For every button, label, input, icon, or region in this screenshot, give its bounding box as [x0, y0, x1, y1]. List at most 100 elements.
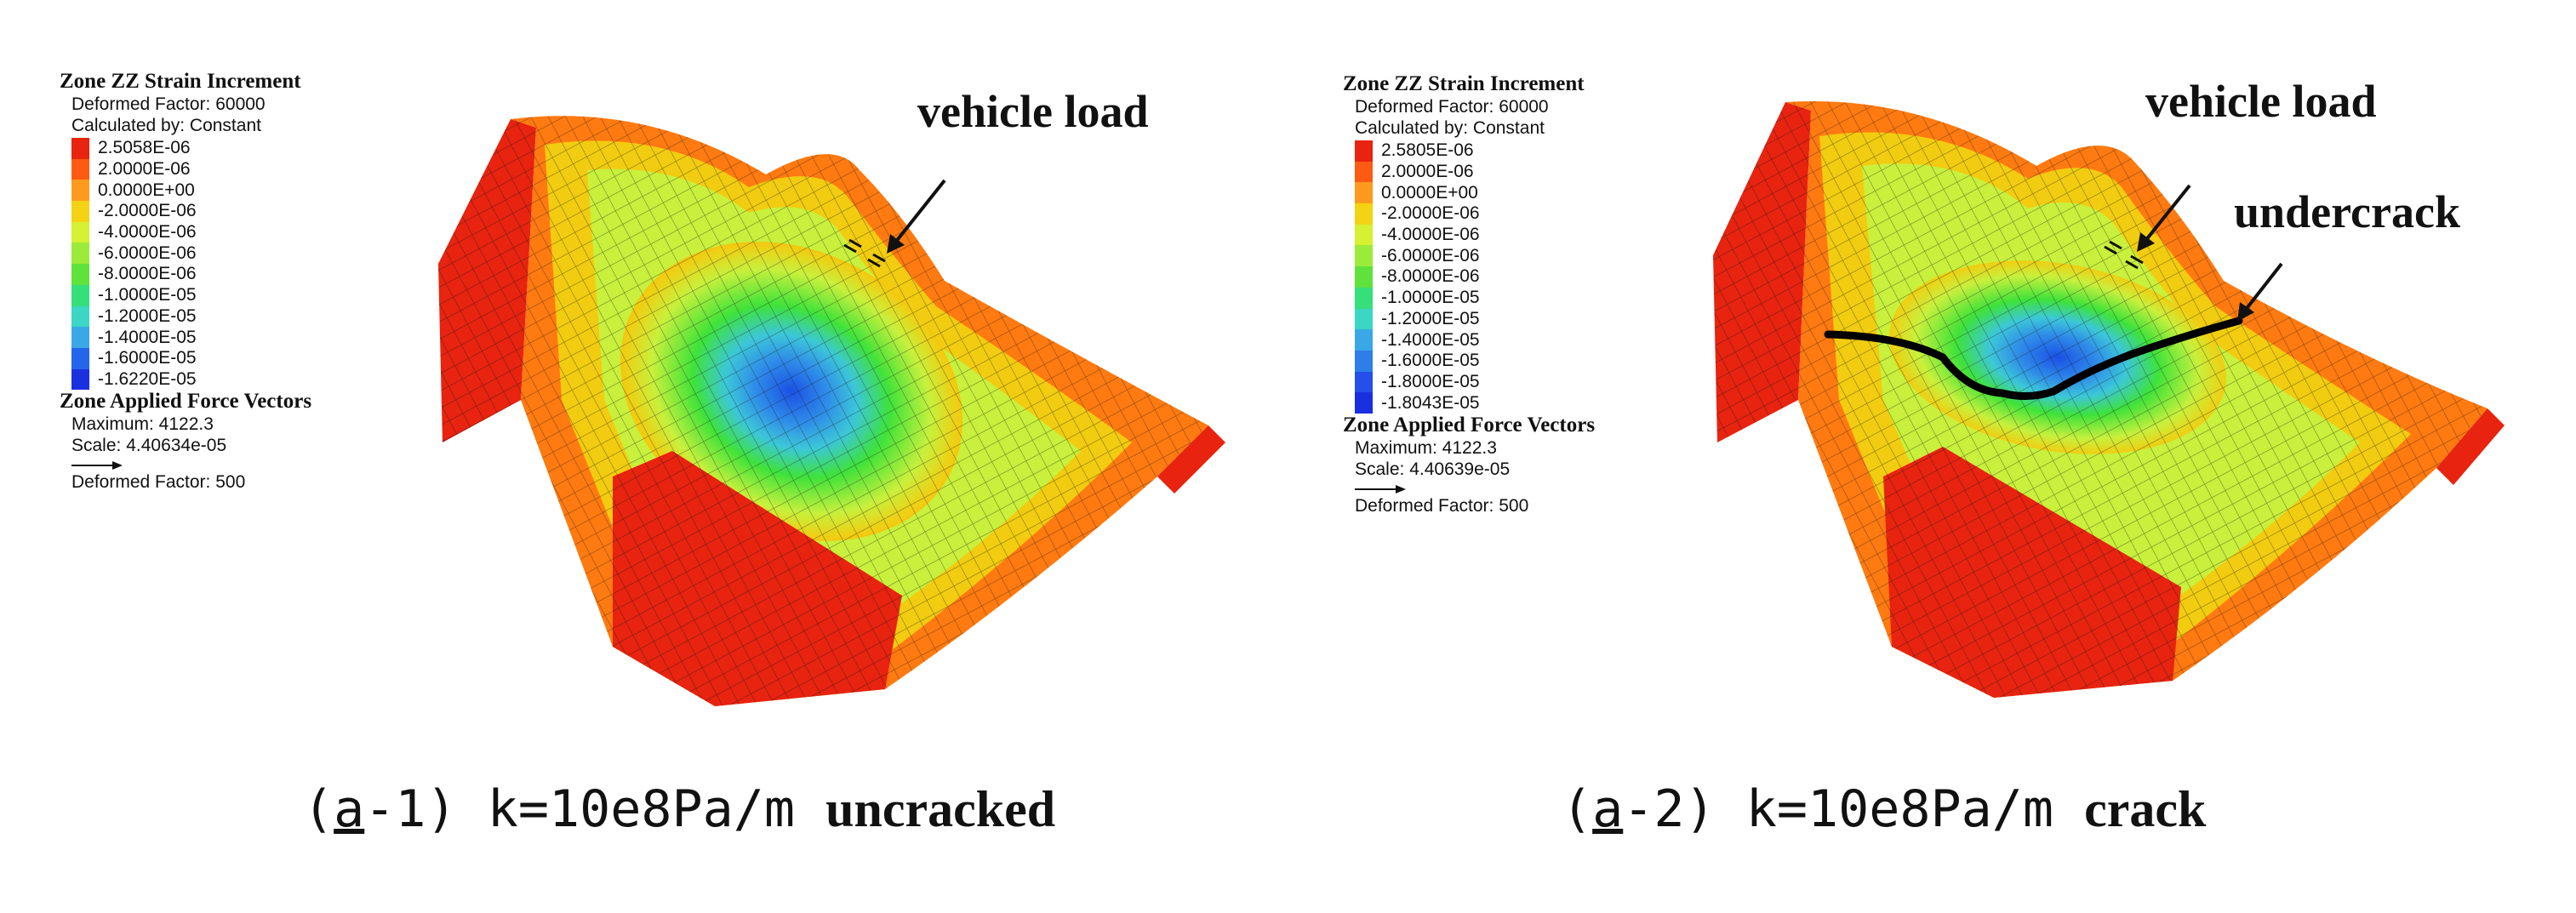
scale-label: 2.5058E-06 — [98, 138, 191, 158]
scale-swatch — [1355, 329, 1373, 351]
scale-entry: -1.0000E-05 — [1355, 287, 1595, 309]
scale-entry: -4.0000E-06 — [1355, 224, 1595, 246]
scale-entry: -1.2000E-05 — [71, 305, 311, 328]
scale-label: -4.0000E-06 — [1381, 225, 1480, 245]
right-end-wall — [2436, 408, 2505, 485]
scale-entry: -8.0000E-06 — [1355, 266, 1595, 288]
scale-entry: -1.2000E-05 — [1355, 308, 1595, 330]
scale-label: -1.6000E-05 — [98, 348, 197, 368]
force-arrow-icon — [71, 459, 123, 471]
scale-swatch — [1355, 392, 1373, 414]
scale-swatch — [1355, 266, 1373, 288]
scale-entry: -4.0000E-06 — [71, 221, 311, 243]
force-legend-title: Zone Applied Force Vectors — [60, 390, 312, 414]
scale-entry: 0.0000E+00 — [71, 180, 311, 202]
scale-label: 2.0000E-06 — [98, 159, 191, 180]
scale-entry: -1.8043E-05 — [1355, 392, 1595, 414]
legend-title: Zone ZZ Strain Increment — [1343, 72, 1585, 95]
scale-label: -1.6220E-05 — [98, 368, 197, 389]
scale-swatch — [71, 264, 89, 285]
vehicle-load-label: vehicle load — [917, 86, 1149, 137]
scale-swatch — [71, 284, 89, 306]
scale-entry: -8.0000E-06 — [71, 264, 311, 285]
scale-swatch — [1355, 245, 1373, 267]
scale-label: 2.0000E-06 — [1381, 162, 1474, 182]
scale-label: -2.0000E-06 — [1381, 203, 1480, 224]
scale-swatch — [1355, 140, 1373, 162]
scale-label: -1.0000E-05 — [98, 285, 197, 305]
scale-swatch — [71, 221, 89, 243]
legend-title: Zone ZZ Strain Increment — [60, 70, 301, 93]
scale-entry: -1.6000E-05 — [71, 347, 311, 369]
vehicle-load-label: vehicle load — [2145, 76, 2377, 127]
scale-swatch — [71, 347, 89, 369]
scale-label: -2.0000E-06 — [98, 201, 197, 221]
scale-swatch — [1355, 371, 1373, 393]
panel-crack: Zone ZZ Strain Increment Deformed Factor… — [1288, 0, 2576, 913]
scale-label: -8.0000E-06 — [98, 264, 197, 284]
scale-label: -1.8043E-05 — [1381, 392, 1480, 413]
scale-entry: -1.6220E-05 — [71, 368, 311, 391]
scale-entry: 0.0000E+00 — [1355, 182, 1595, 204]
deformed-factor: Deformed Factor: 60000 — [71, 94, 266, 114]
scale-entry: -1.4000E-05 — [71, 327, 311, 348]
scale-swatch — [1355, 287, 1373, 309]
scale-label: -1.8000E-05 — [1381, 371, 1480, 391]
scale-entry: -1.8000E-05 — [1355, 371, 1595, 393]
vehicle-load-arrow — [887, 179, 946, 254]
force-maximum: Maximum: 4122.3 — [1355, 437, 1497, 458]
scale-entry: -2.0000E-06 — [1355, 203, 1595, 225]
scale-swatch — [71, 368, 89, 391]
scale-label: 0.0000E+00 — [98, 180, 195, 200]
scale-label: -1.4000E-05 — [98, 327, 197, 347]
scale-swatch — [1355, 224, 1373, 246]
right-end-wall — [1157, 425, 1225, 494]
load-vectors — [843, 238, 886, 268]
scale-swatch — [71, 305, 89, 328]
deformed-model-view — [1713, 100, 2505, 698]
legend-a1: Zone ZZ Strain Increment Deformed Factor… — [60, 70, 311, 493]
scale-entry: -1.0000E-05 — [71, 284, 311, 306]
force-scale: Scale: 4.40634e-05 — [71, 436, 227, 456]
scale-swatch — [71, 180, 89, 202]
scale-swatch — [1355, 182, 1373, 204]
scale-swatch — [71, 243, 89, 265]
scale-label: -6.0000E-06 — [1381, 245, 1480, 265]
deformed-factor: Deformed Factor: 60000 — [1355, 97, 1549, 117]
deformed-model-view — [438, 116, 1225, 706]
scale-label: -1.4000E-05 — [1381, 329, 1480, 350]
force-deformed-factor: Deformed Factor: 500 — [71, 472, 246, 493]
scale-label: -1.6000E-05 — [1381, 351, 1480, 371]
scale-label: -1.0000E-05 — [1381, 288, 1480, 308]
scale-swatch — [1355, 203, 1373, 225]
force-arrow-icon — [1355, 483, 1406, 495]
scale-entry: 2.0000E-06 — [71, 158, 311, 180]
scale-swatch — [1355, 161, 1373, 183]
force-legend-title: Zone Applied Force Vectors — [1343, 413, 1596, 437]
undercrack-label: undercrack — [2234, 186, 2460, 237]
undercrack-arrow — [2237, 262, 2283, 322]
scale-entry: -2.0000E-06 — [71, 201, 311, 222]
scale-swatch — [71, 201, 89, 222]
scale-swatch — [1355, 308, 1373, 330]
scale-label: -4.0000E-06 — [98, 222, 197, 243]
scale-label: -6.0000E-06 — [98, 243, 197, 263]
legend-a2: Zone ZZ Strain Increment Deformed Factor… — [1343, 72, 1595, 516]
scale-label: 2.5805E-06 — [1381, 140, 1474, 161]
force-scale: Scale: 4.40639e-05 — [1355, 459, 1511, 479]
crack-line — [1824, 317, 2243, 400]
load-vectors — [2104, 240, 2144, 270]
force-deformed-factor: Deformed Factor: 500 — [1355, 495, 1529, 516]
scale-entry: 2.5058E-06 — [71, 138, 311, 159]
color-scale: 2.5058E-06 2.0000E-06 0.0000E+00 -2.0000E-0… — [60, 138, 311, 391]
scale-swatch — [1355, 350, 1373, 372]
color-scale: 2.5805E-06 2.0000E-06 0.0000E+00 -2.0000E-0… — [1343, 140, 1595, 414]
scale-swatch — [71, 158, 89, 180]
scale-swatch — [71, 327, 89, 348]
caption-a2: (a-2) k=10e8Pa/m crack — [1562, 779, 2207, 839]
scale-label: -1.2000E-05 — [98, 305, 197, 326]
scale-label: -1.2000E-05 — [1381, 308, 1480, 328]
calculated-by: Calculated by: Constant — [1355, 118, 1545, 138]
scale-entry: -6.0000E-06 — [71, 243, 311, 265]
scale-entry: 2.5805E-06 — [1355, 140, 1595, 162]
